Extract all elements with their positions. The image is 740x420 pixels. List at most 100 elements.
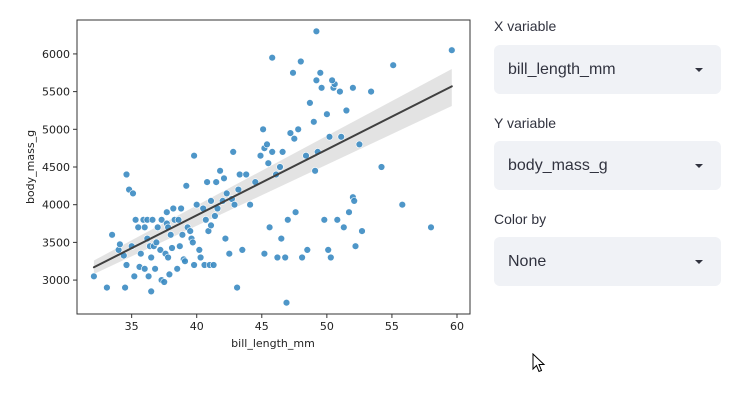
- data-point: [349, 84, 357, 92]
- data-point: [317, 84, 326, 92]
- chevron-down-icon: [695, 163, 703, 168]
- data-point: [148, 216, 157, 224]
- data-point: [223, 189, 231, 198]
- data-point: [163, 208, 171, 216]
- data-point: [116, 240, 124, 249]
- data-point: [216, 167, 224, 175]
- x-variable-select[interactable]: bill_length_mm: [494, 45, 721, 94]
- data-point: [229, 148, 237, 156]
- data-point: [242, 170, 250, 179]
- data-point: [154, 223, 162, 232]
- y-tick-label: 4500: [42, 161, 70, 174]
- data-point: [225, 250, 234, 258]
- data-point: [312, 76, 321, 85]
- data-point: [174, 216, 183, 224]
- data-point: [294, 125, 302, 134]
- data-point: [108, 231, 116, 239]
- data-point: [193, 201, 201, 209]
- data-point: [173, 265, 181, 273]
- y-tick-label: 5500: [42, 86, 70, 99]
- data-point: [264, 159, 272, 167]
- data-point: [144, 272, 153, 280]
- data-point: [182, 182, 191, 190]
- data-point: [90, 272, 98, 280]
- data-point: [122, 261, 131, 269]
- data-point: [312, 27, 321, 35]
- data-point: [290, 135, 298, 143]
- data-point: [256, 152, 265, 160]
- data-point: [297, 57, 305, 66]
- data-point: [377, 163, 386, 171]
- data-point: [160, 278, 168, 286]
- data-point: [310, 118, 318, 126]
- data-point: [233, 283, 241, 292]
- data-point: [337, 133, 345, 141]
- data-point: [189, 238, 197, 247]
- data-point: [203, 178, 211, 186]
- color-by-select[interactable]: None: [494, 237, 721, 286]
- data-point: [168, 244, 176, 252]
- data-point: [327, 253, 335, 262]
- data-point: [389, 61, 397, 69]
- data-point: [291, 208, 300, 216]
- data-point: [316, 69, 324, 77]
- regression-line: [92, 85, 453, 269]
- data-point: [277, 234, 285, 243]
- y-variable-label: Y variable: [494, 115, 557, 131]
- data-point: [221, 234, 230, 243]
- data-point: [169, 204, 178, 213]
- data-point: [103, 283, 111, 292]
- data-point: [147, 287, 155, 296]
- data-point: [358, 227, 366, 235]
- data-point: [351, 242, 360, 250]
- y-tick-label: 6000: [42, 48, 70, 61]
- y-variable-select[interactable]: body_mass_g: [494, 141, 721, 190]
- data-point: [195, 246, 204, 254]
- data-point: [398, 201, 406, 209]
- data-point: [234, 185, 243, 194]
- data-point: [325, 133, 334, 141]
- data-point: [190, 152, 198, 160]
- data-point: [427, 223, 435, 232]
- y-axis-ticks: 3000 3500 4000 4500 5000 5500 6000: [42, 48, 77, 287]
- data-point: [333, 216, 341, 224]
- data-point: [260, 250, 269, 258]
- data-point: [265, 223, 274, 232]
- x-variable-value: bill_length_mm: [508, 60, 616, 78]
- data-point: [156, 246, 165, 254]
- scatter-chart: 35 40 45 50 55 60 3000 3500 4000 4500 5000 5500 600…: [24, 19, 471, 350]
- data-point: [268, 53, 276, 62]
- data-point: [134, 223, 142, 232]
- data-point: [276, 163, 284, 171]
- data-point: [131, 216, 140, 224]
- data-point: [350, 197, 358, 205]
- data-point: [298, 253, 306, 262]
- data-point: [238, 246, 247, 254]
- data-point: [367, 87, 375, 96]
- x-axis-label: bill_length_mm: [231, 337, 315, 350]
- data-point: [211, 212, 219, 220]
- data-point: [273, 253, 282, 262]
- data-point: [209, 261, 218, 269]
- data-point: [286, 129, 295, 137]
- data-point: [289, 69, 297, 77]
- data-point: [282, 299, 291, 307]
- data-point: [236, 170, 244, 179]
- data-point: [157, 216, 166, 224]
- data-point: [340, 223, 348, 232]
- data-point: [220, 174, 228, 183]
- data-point: [137, 250, 145, 258]
- data-point: [186, 227, 194, 235]
- data-point: [207, 221, 215, 230]
- data-point: [147, 253, 155, 262]
- data-point: [259, 125, 267, 134]
- data-point: [320, 216, 328, 224]
- y-axis-label: body_mass_g: [24, 130, 37, 204]
- y-tick-label: 5000: [42, 123, 70, 136]
- data-point: [448, 46, 456, 54]
- chevron-down-icon: [695, 67, 703, 72]
- data-point: [129, 189, 137, 198]
- data-point: [281, 253, 289, 262]
- chevron-down-icon: [695, 259, 703, 264]
- data-point: [178, 231, 187, 239]
